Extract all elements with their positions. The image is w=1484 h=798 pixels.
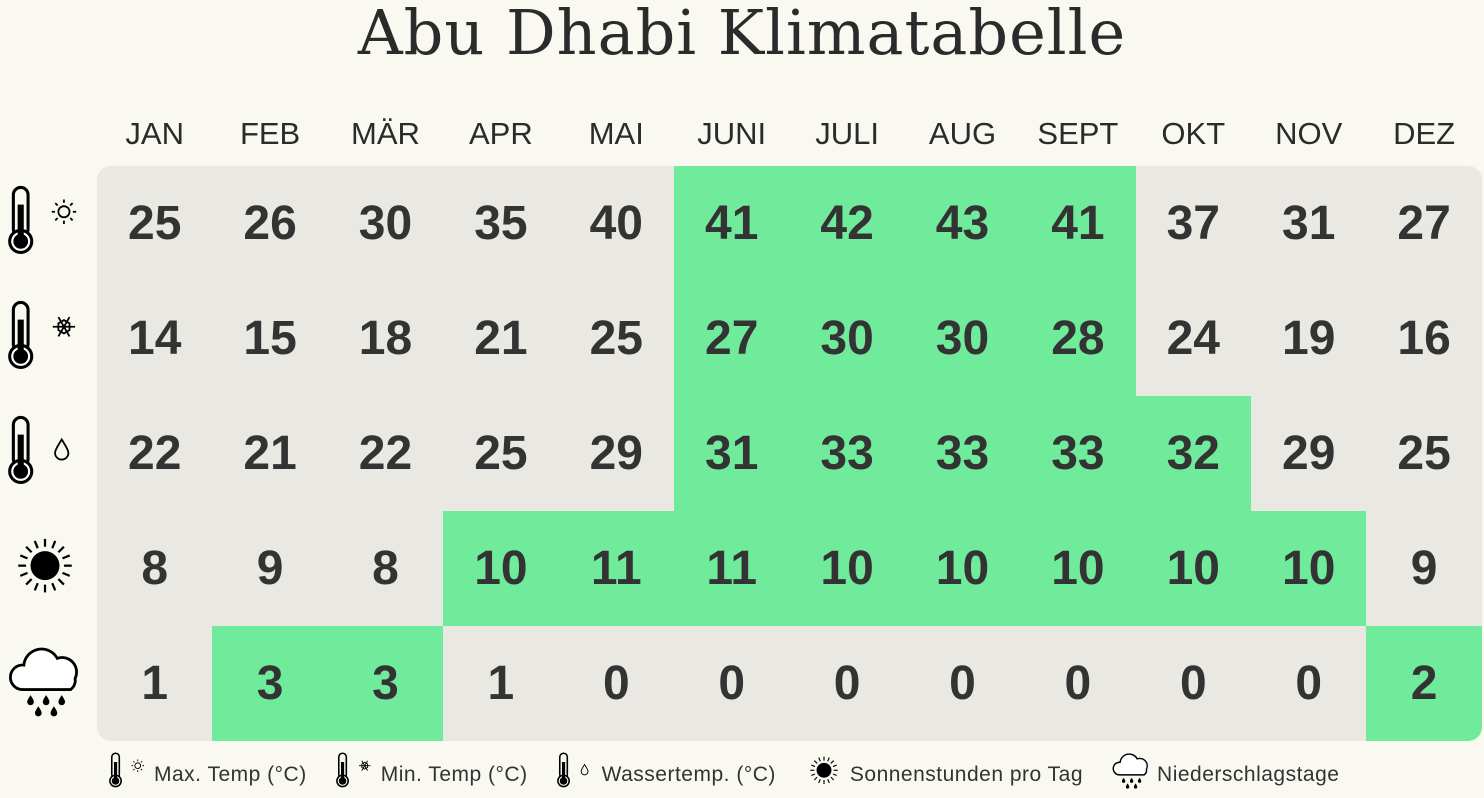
thermometer-snowflake-icon — [0, 281, 90, 396]
table-cell: 10 — [789, 511, 905, 626]
legend-label: Wassertemp. (°C) — [601, 763, 776, 786]
month-label: JULI — [815, 116, 879, 151]
table-cell: 30 — [789, 281, 905, 396]
table-cell: 10 — [1251, 511, 1367, 626]
table-cell: 41 — [674, 166, 790, 281]
legend-item: Sonnenstunden pro Tag — [804, 752, 1083, 798]
table-cell: 3 — [212, 626, 328, 741]
month-label: MÄR — [351, 116, 420, 151]
table-cell: 19 — [1282, 312, 1336, 365]
table-cell: 9 — [256, 542, 284, 595]
table-cell: 3 — [327, 626, 444, 741]
table-cell: 29 — [1282, 427, 1336, 480]
table-cell: 10 — [1135, 511, 1251, 626]
legend-item: Max. Temp (°C) — [108, 752, 307, 798]
thermometer-drop-icon — [556, 752, 596, 798]
table-cell: 33 — [904, 396, 1021, 511]
month-label: MAI — [588, 116, 644, 151]
legend: Max. Temp (°C) Min. Temp (°C) Wassertemp. … — [108, 752, 1367, 798]
table-cell: 1 — [141, 657, 169, 710]
sun-icon — [0, 511, 90, 626]
legend-label: Max. Temp (°C) — [154, 763, 307, 786]
table-cell: 9 — [1410, 542, 1438, 595]
table-cell: 24 — [1166, 312, 1220, 365]
month-label: APR — [469, 116, 533, 151]
table-cell: 18 — [358, 312, 413, 365]
table-cell: 31 — [674, 396, 790, 511]
table-cell: 22 — [358, 427, 413, 480]
table-cell: 29 — [589, 427, 643, 480]
table-cell: 0 — [602, 657, 630, 710]
table-cell: 8 — [141, 542, 169, 595]
table-cell: 0 — [718, 657, 746, 710]
table-cell: 27 — [674, 281, 790, 396]
page-title: Abu Dhabi Klimatabelle — [357, 0, 1127, 69]
table-cell: 10 — [1020, 511, 1136, 626]
table-cell: 15 — [243, 312, 297, 365]
month-label: JAN — [125, 116, 184, 151]
table-cell: 26 — [243, 197, 297, 250]
sun-icon — [804, 752, 844, 798]
table-cell: 10 — [904, 511, 1021, 626]
table-cell: 41 — [1020, 166, 1136, 281]
legend-label: Niederschlagstage — [1157, 763, 1340, 786]
table-cell: 0 — [833, 657, 861, 710]
table-cell: 14 — [128, 312, 182, 365]
rain-cloud-icon — [1111, 752, 1151, 798]
table-cell: 0 — [1295, 657, 1323, 710]
table-cell: 1 — [487, 657, 515, 710]
table-cell: 30 — [358, 197, 413, 250]
table-cell: 21 — [474, 312, 528, 365]
table-cell: 30 — [904, 281, 1021, 396]
table-cell: 21 — [243, 427, 297, 480]
table-cell: 22 — [128, 427, 182, 480]
table-cell: 33 — [789, 396, 905, 511]
table-cell: 27 — [1397, 197, 1451, 250]
thermometer-sun-icon — [0, 166, 90, 281]
table-cell: 35 — [474, 197, 528, 250]
table-cell: 11 — [558, 511, 674, 626]
table-cell: 37 — [1166, 197, 1220, 250]
table-cell: 0 — [1179, 657, 1207, 710]
table-cell: 25 — [589, 312, 643, 365]
legend-item: Niederschlagstage — [1111, 752, 1339, 798]
table-cell: 42 — [789, 166, 905, 281]
table-cell: 32 — [1135, 396, 1251, 511]
legend-item: Min. Temp (°C) — [335, 752, 528, 798]
table-cell: 0 — [1064, 657, 1092, 710]
legend-label: Sonnenstunden pro Tag — [849, 763, 1084, 786]
month-label: AUG — [928, 116, 997, 151]
month-label: SEPT — [1037, 116, 1119, 151]
table-cell: 25 — [1397, 427, 1451, 480]
table-cell: 40 — [589, 197, 643, 250]
legend-label: Min. Temp (°C) — [380, 763, 528, 786]
thermometer-drop-icon — [0, 396, 90, 511]
table-cell: 8 — [372, 542, 399, 595]
climate-table: 25 26 30 35 40 41 42 43 41 37 31 27 14 15 18 21 25 27 30 30… — [97, 166, 1482, 741]
thermometer-snowflake-icon — [335, 752, 375, 798]
rain-cloud-icon — [0, 626, 90, 741]
table-cell: 25 — [474, 427, 528, 480]
table-cell: 10 — [443, 511, 559, 626]
table-cell: 43 — [904, 166, 1021, 281]
table-cell: 31 — [1282, 197, 1336, 250]
table-cell: 0 — [949, 657, 976, 710]
table-cell: 2 — [1366, 626, 1482, 741]
month-label: DEZ — [1393, 116, 1456, 151]
table-cell: 16 — [1397, 312, 1451, 365]
thermometer-sun-icon — [108, 752, 148, 798]
month-label: JUNI — [697, 116, 767, 151]
table-cell: 28 — [1020, 281, 1136, 396]
table-cell: 25 — [128, 197, 182, 250]
legend-item: Wassertemp. (°C) — [556, 752, 776, 798]
month-label: FEB — [239, 116, 301, 151]
table-cell: 33 — [1020, 396, 1136, 511]
table-cell: 11 — [674, 511, 790, 626]
month-label: NOV — [1275, 116, 1343, 151]
month-label: OKT — [1161, 116, 1226, 151]
